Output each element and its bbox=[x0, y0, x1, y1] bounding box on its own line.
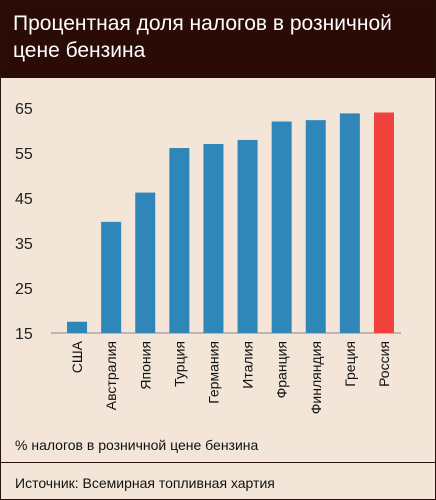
y-tick-label: 35 bbox=[15, 236, 33, 253]
x-tick-label: Россия bbox=[376, 341, 392, 387]
bar bbox=[135, 192, 156, 333]
x-tick-label: США bbox=[69, 340, 85, 373]
x-tick-label: Греция bbox=[342, 341, 358, 387]
y-axis: 15 25 35 45 55 65 bbox=[15, 101, 33, 343]
bar bbox=[101, 221, 122, 333]
y-tick-label: 45 bbox=[15, 191, 33, 208]
y-tick-label: 65 bbox=[15, 101, 33, 118]
x-tick-label: Турция bbox=[171, 341, 187, 387]
bar bbox=[305, 120, 326, 334]
y-tick-label: 25 bbox=[15, 281, 33, 298]
y-tick-label: 55 bbox=[15, 146, 33, 163]
x-tick-label: Италия bbox=[240, 341, 256, 389]
title-bar: Процентная доля налогов в розничной цене… bbox=[1, 1, 435, 78]
bar bbox=[237, 139, 258, 333]
bar bbox=[339, 113, 360, 334]
bar bbox=[203, 144, 224, 333]
bars bbox=[67, 112, 394, 334]
bar bbox=[169, 148, 190, 333]
bar bbox=[271, 121, 292, 333]
source-text: Источник: Всемирная топливная хартия bbox=[15, 475, 275, 491]
x-tick-label: Германия bbox=[205, 341, 221, 404]
chart-note: % налогов в розничной цене бензина bbox=[15, 437, 259, 453]
bar-chart: 15 25 35 45 55 65 США Австралия Япония Турция Гер… bbox=[15, 101, 401, 414]
x-axis-labels: США Австралия Япония Турция Германия Италия Фр… bbox=[69, 340, 392, 414]
chart-title: Процентная доля налогов в розничной цене… bbox=[13, 12, 392, 62]
x-tick-label: Франция bbox=[274, 341, 290, 398]
y-tick-label: 15 bbox=[15, 326, 33, 343]
x-tick-label: Финляндия bbox=[308, 341, 324, 414]
x-tick-label: Япония bbox=[137, 341, 153, 390]
divider bbox=[1, 462, 436, 463]
bar bbox=[67, 321, 88, 333]
x-tick-label: Австралия bbox=[103, 341, 119, 410]
bar bbox=[373, 112, 394, 333]
